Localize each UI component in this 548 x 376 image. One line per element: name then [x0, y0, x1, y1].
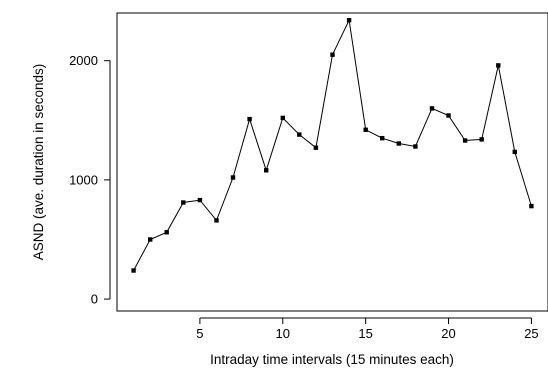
data-point — [247, 116, 252, 122]
x-tick-label: 10 — [276, 326, 290, 341]
data-point — [429, 106, 435, 111]
x-tick-label: 20 — [441, 326, 455, 341]
data-point — [462, 138, 468, 143]
y-tick-label: 2000 — [69, 53, 98, 68]
x-axis-title: Intraday time intervals (15 minutes each… — [210, 352, 454, 367]
data-point — [230, 175, 236, 180]
data-point — [330, 52, 335, 57]
y-axis: 0 1000 2000 — [69, 53, 111, 307]
data-point — [280, 115, 285, 121]
y-tick-label: 1000 — [69, 172, 98, 187]
y-tick-label: 0 — [91, 292, 98, 307]
data-point — [197, 197, 203, 203]
series-layer — [131, 18, 534, 273]
data-point — [164, 230, 169, 235]
x-tick-label: 5 — [196, 326, 203, 341]
data-point — [496, 63, 501, 68]
data-point — [181, 200, 186, 205]
x-tick-label: 25 — [524, 326, 538, 341]
data-point — [396, 141, 401, 146]
y-axis-title: ASND (ave. duration in seconds) — [31, 64, 46, 261]
data-point — [148, 237, 153, 242]
data-point — [512, 149, 517, 155]
data-point — [346, 18, 352, 23]
plot-frame — [116, 12, 548, 312]
data-point — [413, 144, 418, 149]
x-tick-label: 15 — [358, 326, 372, 341]
data-point — [131, 268, 136, 273]
data-point — [313, 145, 319, 150]
data-point — [479, 137, 484, 142]
data-point — [380, 136, 385, 141]
series-line — [133, 18, 532, 271]
data-point — [264, 168, 269, 173]
data-point — [446, 113, 451, 118]
x-axis: 5 10 15 20 25 — [196, 317, 539, 341]
data-point — [214, 218, 219, 223]
data-point — [363, 127, 368, 132]
data-point — [297, 132, 302, 137]
data-point — [529, 203, 534, 209]
